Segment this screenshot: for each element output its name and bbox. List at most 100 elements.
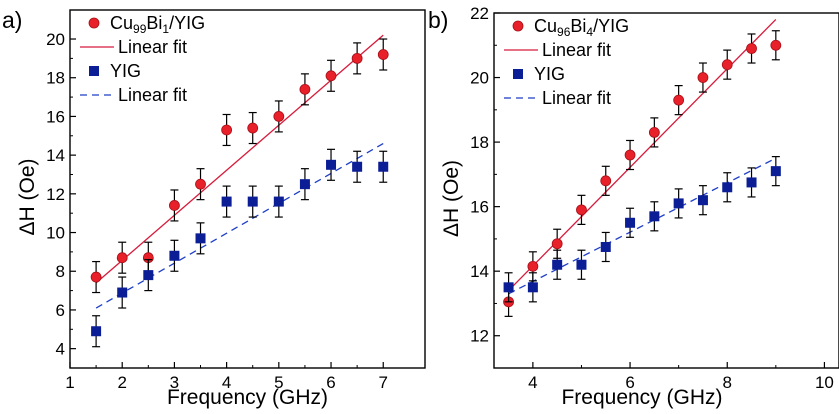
cubi-data-point	[673, 94, 685, 106]
legend-label: Cu99Bi1/YIG	[110, 13, 205, 36]
x-tick-label: 4	[222, 373, 231, 392]
legend-label-part: Bi	[146, 13, 162, 33]
cubi-data-point	[600, 175, 612, 187]
yig-data-point	[273, 196, 284, 207]
yig-data-point	[221, 196, 232, 207]
cubi-data-point	[195, 178, 206, 190]
legend-cubi-marker	[88, 17, 100, 29]
cubi-data-point	[169, 200, 180, 211]
cubi-data-point	[325, 70, 337, 82]
yig-linear-fit-line	[95, 142, 384, 309]
legend-label: Linear fit	[542, 88, 611, 108]
chart-panel-b: 4 6 8 10 12 14 16 18 20 22 Frequency (GHz) ΔH (Oe) b…	[428, 4, 839, 409]
cubi-data-point	[551, 238, 563, 250]
cubi-data-point	[576, 204, 587, 216]
x-tick-label: 1	[65, 373, 74, 392]
yig-data-point	[600, 241, 611, 252]
yig-data-point	[527, 282, 538, 293]
yig-linear-fit-line	[508, 157, 777, 295]
yig-data-point	[722, 182, 733, 193]
cubi-data-point	[116, 252, 128, 264]
y-tick-label: 18	[470, 133, 489, 152]
yig-data-point	[326, 159, 337, 170]
y-tick-label: 12	[470, 327, 489, 346]
x-tick-label: 3	[170, 373, 179, 392]
y-tick-label: 14	[46, 146, 65, 165]
cubi-data-point	[273, 111, 285, 122]
y-tick-label: 12	[46, 185, 65, 204]
yig-data-point	[195, 233, 206, 244]
yig-data-point	[169, 250, 180, 261]
yig-data-point	[697, 195, 708, 206]
legend-label-part: /YIG	[593, 16, 629, 36]
x-tick-label: 8	[723, 373, 732, 392]
legend-label: Linear fit	[118, 37, 187, 57]
y-axis-label: ΔH (Oe)	[16, 158, 39, 235]
panel-label: b)	[428, 7, 448, 33]
legend-label-part: /YIG	[169, 13, 205, 33]
cubi-data-point	[624, 149, 636, 161]
cubi-data-point	[648, 127, 660, 138]
legend-yig-marker	[513, 69, 523, 79]
legend-label-part: Cu	[534, 16, 557, 36]
yig-data-point	[503, 282, 514, 293]
legend-yig-marker	[89, 66, 99, 76]
y-axis-label: ΔH (Oe)	[440, 160, 463, 237]
y-tick-label: 6	[56, 301, 65, 320]
cubi-data-point	[697, 72, 709, 83]
x-axis-label: Frequency (GHz)	[561, 386, 722, 409]
y-tick-label: 16	[470, 198, 489, 217]
y-tick-label: 20	[46, 30, 65, 49]
cubi-data-point	[221, 124, 233, 136]
legend-label-part: 1	[162, 22, 169, 36]
y-tick-label: 22	[470, 4, 489, 23]
yig-data-point	[117, 287, 128, 298]
yig-data-point	[378, 161, 389, 172]
yig-data-point	[770, 166, 781, 177]
yig-data-point	[552, 259, 563, 270]
legend-label: YIG	[110, 61, 141, 81]
legend-label-part: Cu	[110, 13, 133, 33]
yig-data-point	[247, 196, 258, 207]
legend-label: Cu96Bi4/YIG	[534, 16, 629, 39]
yig-data-point	[91, 326, 102, 337]
plot-frame	[69, 9, 426, 369]
cubi-data-point	[247, 122, 259, 134]
cubi-data-point	[351, 52, 363, 64]
legend-label-part: Bi	[570, 16, 586, 36]
y-tick-label: 10	[46, 224, 65, 243]
y-tick-label: 14	[470, 262, 489, 281]
yig-data-point	[143, 270, 154, 281]
legend-label: Linear fit	[542, 40, 611, 60]
x-tick-label: 7	[379, 373, 388, 392]
plot-frame	[493, 12, 839, 369]
cubi-data-point	[770, 39, 782, 51]
legend-label-part: 99	[133, 22, 147, 36]
legend-label: YIG	[534, 64, 565, 84]
panel-label: a)	[2, 7, 22, 33]
cubi-data-point	[90, 271, 102, 283]
legend-label: Linear fit	[118, 85, 187, 105]
x-axis-label: Frequency (GHz)	[167, 386, 328, 409]
y-tick-label: 16	[46, 107, 65, 126]
yig-data-point	[673, 198, 684, 209]
x-tick-label: 6	[326, 373, 335, 392]
cubi-data-point	[377, 49, 389, 60]
yig-data-point	[299, 179, 310, 190]
y-tick-label: 18	[46, 69, 65, 88]
legend-label-part: 4	[586, 25, 593, 39]
legend-label-part: 96	[557, 25, 571, 39]
yig-data-point	[576, 259, 587, 270]
x-tick-label: 2	[117, 373, 126, 392]
y-tick-label: 20	[470, 69, 489, 88]
yig-data-point	[352, 161, 363, 172]
cubi-data-point	[299, 83, 311, 95]
legend-cubi-marker	[512, 20, 524, 32]
x-tick-label: 6	[625, 373, 634, 392]
x-tick-label: 4	[528, 373, 537, 392]
yig-data-point	[625, 217, 636, 228]
